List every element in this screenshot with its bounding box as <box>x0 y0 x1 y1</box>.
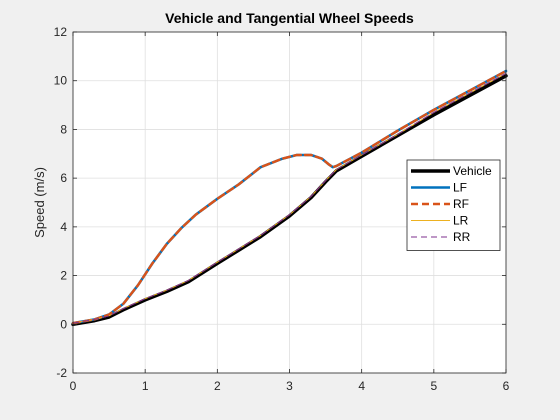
chart-title: Vehicle and Tangential Wheel Speeds <box>165 10 414 26</box>
x-tick-label: 0 <box>70 379 77 393</box>
y-axis-label: Speed (m/s) <box>32 167 47 238</box>
legend-label-lf: LF <box>453 181 467 195</box>
series-line-rf <box>71 69 508 325</box>
series-line-vehicle <box>71 74 508 327</box>
legend-label-vehicle: Vehicle <box>453 164 492 178</box>
y-tick-label: 6 <box>60 171 67 185</box>
y-tick-label: 12 <box>54 25 68 39</box>
y-tick-label: -2 <box>56 366 67 380</box>
legend-label-lr: LR <box>453 214 469 228</box>
y-tick-label: 0 <box>60 317 67 331</box>
legend-label-rf: RF <box>453 197 469 211</box>
x-tick-label: 1 <box>142 379 149 393</box>
y-tick-label: 4 <box>60 220 67 234</box>
x-tick-label: 5 <box>430 379 437 393</box>
series-group <box>71 69 508 327</box>
legend-box <box>406 159 501 251</box>
x-tick-label: 4 <box>358 379 365 393</box>
x-tick-label: 6 <box>503 379 510 393</box>
y-tick-label: 10 <box>54 74 68 88</box>
x-tick-label: 3 <box>286 379 293 393</box>
legend: Vehicle LF RF LR RR <box>406 159 501 251</box>
series-line-rr <box>72 72 507 324</box>
y-tick-label: 2 <box>60 269 67 283</box>
legend-label-rr: RR <box>453 230 471 244</box>
x-tick-label: 2 <box>214 379 221 393</box>
y-tick-label: 8 <box>60 122 67 136</box>
